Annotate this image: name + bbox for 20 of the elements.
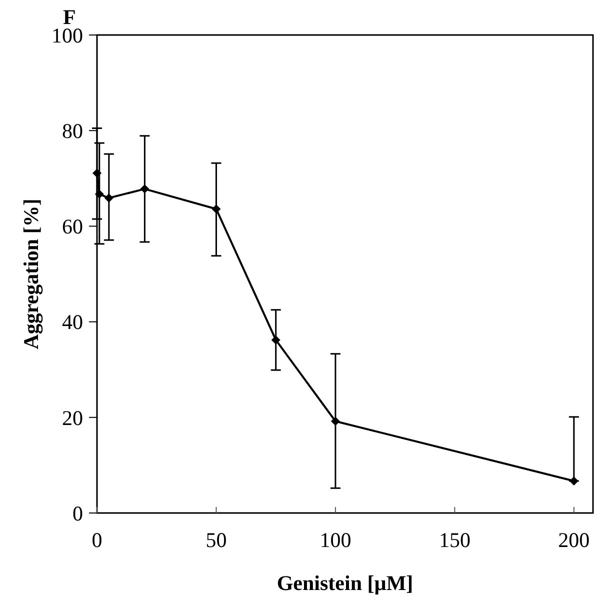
point (94, 190, 104, 199)
y-tick-label: 20 (62, 406, 83, 430)
x-axis-title: Genistein [µM] (276, 571, 414, 595)
x-tick-label: 200 (558, 528, 590, 552)
point (92, 168, 102, 178)
point (140, 184, 150, 194)
x-tick-label: 50 (206, 528, 227, 552)
x-tick-label: 100 (320, 528, 352, 552)
x-tick-label: 150 (438, 528, 470, 552)
x-tick-label: 0 (92, 528, 102, 552)
point (212, 204, 221, 214)
y-tick-label: 40 (62, 310, 83, 334)
point (271, 335, 280, 344)
y-tick-label: 0 (72, 501, 83, 526)
y-tick-label: 80 (62, 118, 83, 143)
point (330, 416, 340, 426)
y-tick-label: 60 (62, 214, 83, 239)
y-axis-title: Aggregation [%] (19, 198, 43, 350)
point (569, 476, 578, 486)
point (104, 194, 114, 202)
